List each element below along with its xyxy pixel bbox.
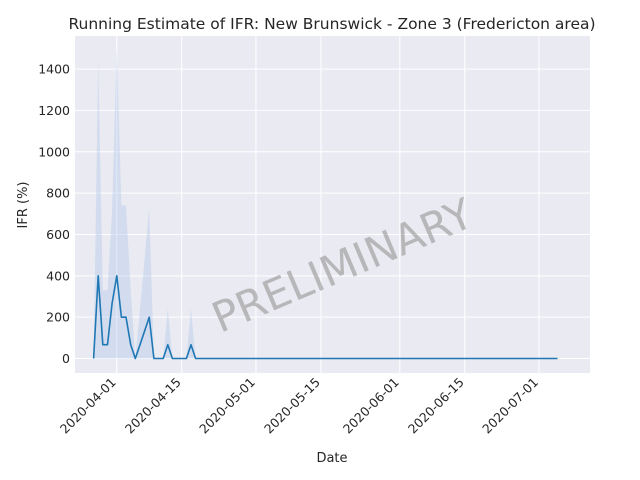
x-tick-label: 2020-05-01 <box>196 375 258 437</box>
y-tick-label: 800 <box>46 186 70 201</box>
y-tick-label: 1000 <box>38 144 70 159</box>
x-axis-ticks: 2020-04-01 2020-04-15 2020-05-01 2020-05-15… <box>57 375 541 437</box>
x-tick-label: 2020-04-15 <box>122 375 184 437</box>
y-tick-label: 400 <box>46 268 70 283</box>
y-tick-label: 1400 <box>38 62 70 77</box>
x-tick-label: 2020-04-01 <box>57 375 119 437</box>
ifr-series-line <box>92 275 558 360</box>
y-tick-label: 200 <box>46 310 70 325</box>
x-axis-title: Date <box>316 451 347 466</box>
y-tick-label: 0 <box>62 351 70 366</box>
y-axis-ticks: 0 200 400 600 800 1000 1200 1400 <box>38 62 70 366</box>
confidence-band <box>93 48 558 359</box>
chart-title: Running Estimate of IFR: New Brunswick -… <box>68 15 595 33</box>
x-tick-label: 2020-07-01 <box>479 375 541 437</box>
y-tick-label: 600 <box>46 227 70 242</box>
x-tick-label: 2020-05-15 <box>261 375 323 437</box>
y-axis-title: IFR (%) <box>16 182 31 229</box>
grid-lines <box>75 36 590 373</box>
x-tick-label: 2020-06-01 <box>340 375 402 437</box>
y-tick-label: 1200 <box>38 103 70 118</box>
x-tick-label: 2020-06-15 <box>405 375 467 437</box>
